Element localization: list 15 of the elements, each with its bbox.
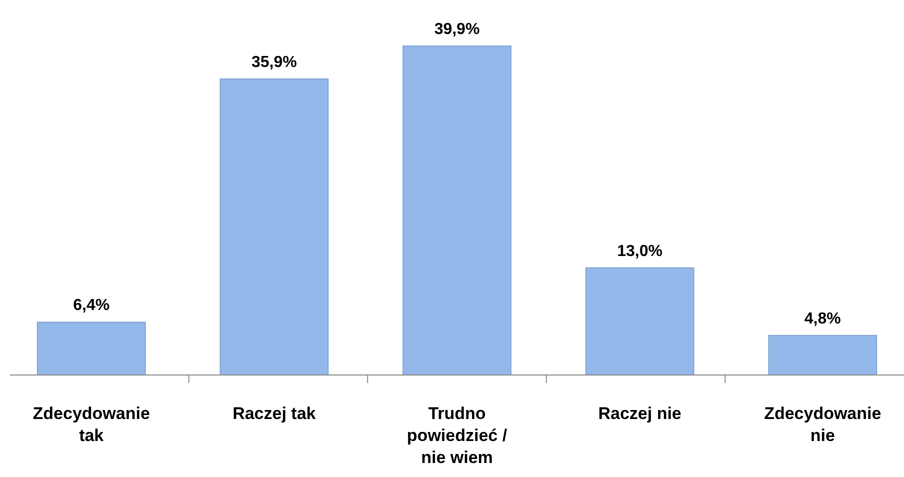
- x-tick-label: Zdecydowanie nie: [764, 404, 882, 445]
- x-tick-label: Raczej nie: [598, 404, 682, 423]
- data-label: 39,9%: [434, 21, 480, 38]
- bar: [768, 334, 878, 376]
- data-label: 13,0%: [617, 242, 663, 260]
- data-label: 6,4%: [73, 297, 110, 314]
- x-tick-label: Raczej tak: [232, 404, 316, 423]
- bar: [220, 78, 329, 376]
- bar: [36, 322, 146, 376]
- x-tick-label: Zdecydowanie tak: [32, 404, 150, 445]
- bar: [585, 267, 694, 376]
- data-label: 4,8%: [804, 310, 841, 328]
- data-label: 35,9%: [251, 54, 297, 71]
- x-tick-label: Trudno powiedzieć / nie wiem: [406, 404, 508, 467]
- bar: [402, 46, 512, 376]
